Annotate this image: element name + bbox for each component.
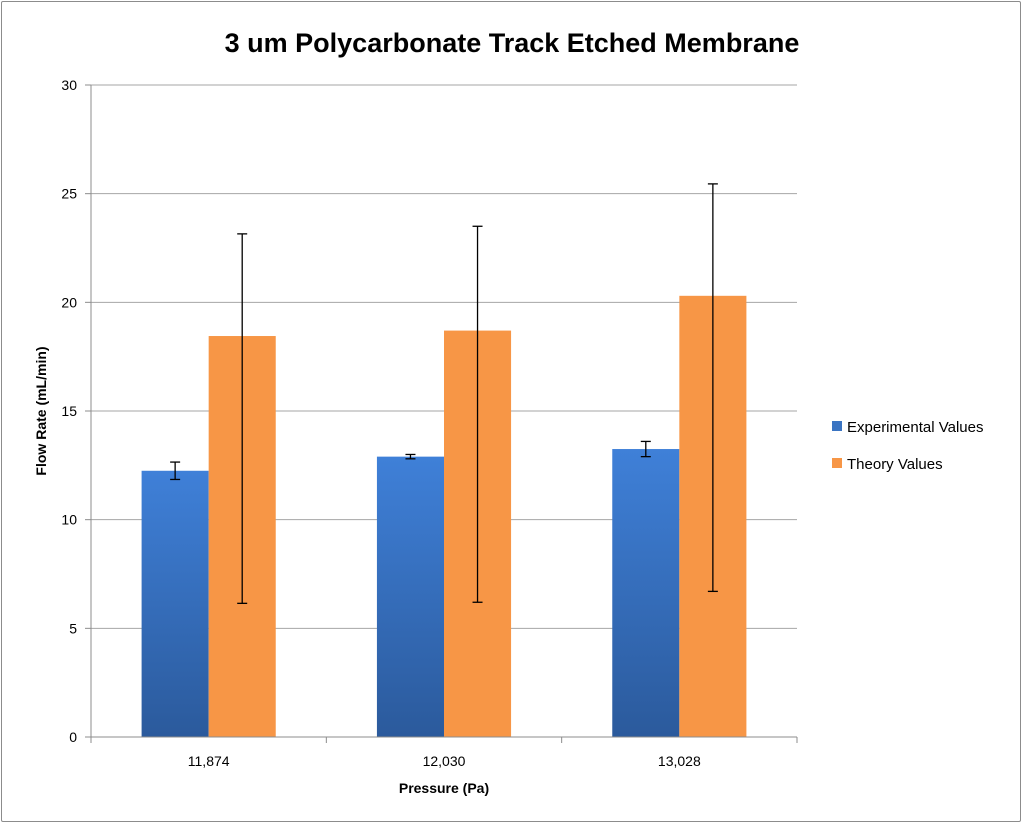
error-bars <box>170 183 718 604</box>
bar-experimental <box>141 470 209 737</box>
bar-experimental <box>376 456 444 737</box>
x-tick-label: 11,874 <box>188 753 230 769</box>
legend-label: Theory Values <box>847 456 943 473</box>
chart-title: 3 um Polycarbonate Track Etched Membrane <box>225 28 800 58</box>
x-axis-title: Pressure (Pa) <box>399 780 489 796</box>
bar-experimental <box>612 449 680 737</box>
legend: Experimental Values Theory Values <box>832 419 983 473</box>
legend-swatch <box>832 421 842 431</box>
y-tick-label: 15 <box>61 403 77 419</box>
legend-label: Experimental Values <box>847 419 983 436</box>
axes: 0 5 10 15 20 25 30 11,874 12,030 13,028 <box>61 77 798 769</box>
x-tick-label: 12,030 <box>423 753 466 769</box>
bars <box>141 295 747 737</box>
y-axis-title: Flow Rate (mL/min) <box>33 346 49 475</box>
y-tick-label: 10 <box>61 512 77 528</box>
x-tick-label: 13,028 <box>658 753 701 769</box>
y-tick-label: 30 <box>61 77 77 93</box>
y-tick-label: 25 <box>61 186 77 202</box>
legend-swatch <box>832 458 842 468</box>
y-tick-label: 20 <box>61 294 77 310</box>
y-tick-label: 0 <box>69 729 77 745</box>
y-tick-label: 5 <box>69 620 77 636</box>
